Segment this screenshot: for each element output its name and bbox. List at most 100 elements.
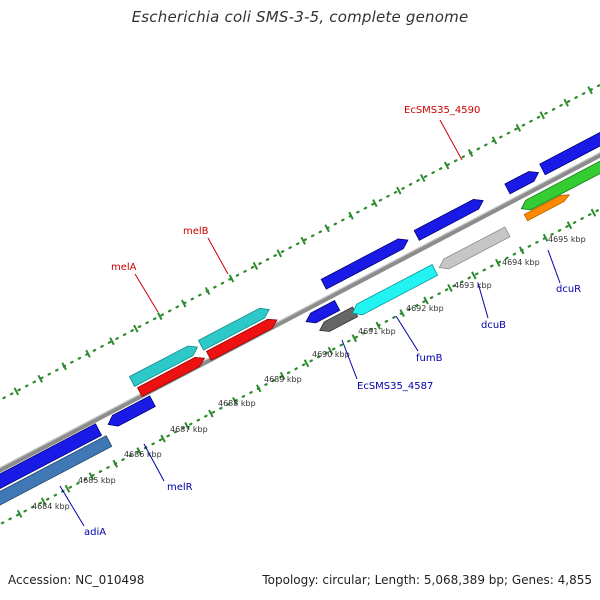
gene-label: fumB bbox=[416, 353, 443, 364]
track-tick bbox=[539, 111, 546, 120]
tick-label: 4687 kbp bbox=[170, 425, 208, 434]
track-tick bbox=[276, 249, 283, 258]
tick-label: 4692 kbp bbox=[406, 304, 444, 313]
track-tick bbox=[40, 497, 47, 506]
track-tick bbox=[396, 186, 402, 195]
track-tick bbox=[399, 309, 405, 318]
gene-label-leader bbox=[395, 315, 419, 352]
gene-dcuR-arrow-2 bbox=[523, 194, 571, 222]
track-tick bbox=[136, 447, 142, 456]
gene-label: dcuR bbox=[556, 284, 581, 295]
tick-label: 4691 kbp bbox=[358, 327, 396, 336]
track-tick bbox=[518, 246, 525, 255]
track-tick bbox=[133, 324, 139, 333]
gene-label: EcSMS35_4590 bbox=[404, 105, 480, 116]
track-tick bbox=[327, 346, 334, 355]
tick-label: 4688 kbp bbox=[218, 399, 256, 408]
gene-adiA-arrow bbox=[0, 423, 103, 490]
track-tick bbox=[228, 274, 235, 283]
track-tick bbox=[61, 362, 67, 371]
track-tick bbox=[587, 86, 593, 95]
gene-label-leader bbox=[477, 282, 489, 319]
track-tick bbox=[372, 199, 378, 208]
track-tick bbox=[566, 221, 573, 230]
gene-label-leader bbox=[143, 443, 165, 482]
track-tick bbox=[160, 434, 166, 443]
inner-dotted-track bbox=[0, 207, 600, 526]
gene-dcuR-arrow bbox=[520, 160, 600, 211]
track-tick bbox=[563, 98, 569, 107]
track-tick bbox=[348, 211, 354, 220]
track-tick bbox=[491, 136, 498, 145]
track-tick bbox=[351, 334, 358, 343]
gene-melA-arrow bbox=[128, 345, 199, 387]
track-tick bbox=[443, 161, 450, 170]
gene-adiA-arrow-2 bbox=[0, 435, 113, 506]
track-tick bbox=[85, 349, 91, 358]
gene-label: adiA bbox=[84, 527, 106, 538]
gene-label: melR bbox=[167, 482, 193, 493]
gene-label-leader bbox=[59, 485, 85, 527]
gene-melR-arrow bbox=[107, 395, 156, 427]
track-tick bbox=[13, 387, 20, 396]
track-tick bbox=[324, 224, 330, 233]
accession-text: Accession: NC_010498 bbox=[8, 573, 145, 587]
gene-forward-arrow bbox=[504, 171, 540, 195]
track-tick bbox=[495, 258, 501, 267]
gene-dcuB-arrow bbox=[438, 226, 511, 270]
track-tick bbox=[375, 321, 381, 330]
map-title: Escherichia coli SMS-3-5, complete genom… bbox=[131, 8, 469, 26]
genome-summary-text: Topology: circular; Length: 5,068,389 bp… bbox=[262, 573, 592, 587]
track-tick bbox=[109, 337, 115, 346]
tick-label: 4693 kbp bbox=[454, 281, 492, 290]
track-tick bbox=[180, 299, 187, 308]
backbone-highlight bbox=[0, 152, 600, 469]
outer-dotted-track bbox=[0, 83, 600, 402]
track-tick bbox=[590, 208, 597, 217]
track-tick bbox=[252, 261, 259, 270]
track-tick bbox=[112, 459, 119, 468]
gene-EcSMS35_4587-arrow bbox=[319, 306, 359, 332]
track-tick bbox=[157, 312, 163, 321]
gene-reverse-arrow bbox=[305, 300, 341, 324]
gene-label: melB bbox=[183, 226, 209, 237]
track-tick bbox=[447, 283, 453, 292]
gene-label-leader bbox=[547, 249, 561, 284]
track-tick bbox=[542, 233, 549, 242]
track-tick bbox=[16, 509, 23, 518]
gene-label-leader bbox=[439, 119, 463, 161]
gene-fumB-arrow bbox=[351, 264, 439, 316]
track-tick bbox=[419, 174, 426, 183]
track-tick bbox=[204, 286, 211, 296]
track-tick bbox=[37, 374, 43, 383]
gene-melB-arrow-2 bbox=[205, 318, 278, 361]
gene-melA-arrow-2 bbox=[136, 356, 206, 398]
tick-label: 4684 kbp bbox=[32, 502, 70, 511]
backbone-line bbox=[0, 152, 600, 473]
gene-label-leader bbox=[207, 237, 229, 275]
gene-label-leader bbox=[341, 339, 358, 380]
tick-label: 4694 kbp bbox=[502, 258, 540, 267]
track-tick bbox=[64, 484, 71, 493]
tick-label: 4689 kbp bbox=[264, 375, 302, 384]
tick-label: 4695 kbp bbox=[548, 235, 586, 244]
gene-forward-arrow bbox=[320, 238, 409, 290]
gene-label-leader bbox=[134, 273, 159, 313]
track-tick bbox=[184, 422, 190, 431]
gene-forward-arrow bbox=[413, 198, 484, 241]
gene-forward-arrow bbox=[539, 131, 600, 176]
tick-label: 4690 kbp bbox=[312, 350, 350, 359]
track-tick bbox=[88, 472, 95, 481]
tick-label: 4686 kbp bbox=[124, 450, 162, 459]
gene-label: dcuB bbox=[481, 320, 506, 331]
track-tick bbox=[423, 296, 429, 305]
track-tick bbox=[232, 396, 238, 405]
track-tick bbox=[467, 148, 474, 157]
track-tick bbox=[300, 236, 306, 245]
track-tick bbox=[471, 271, 477, 280]
gene-label: EcSMS35_4587 bbox=[357, 381, 433, 392]
track-tick bbox=[255, 384, 262, 393]
track-tick bbox=[303, 359, 310, 368]
track-tick bbox=[515, 123, 522, 132]
